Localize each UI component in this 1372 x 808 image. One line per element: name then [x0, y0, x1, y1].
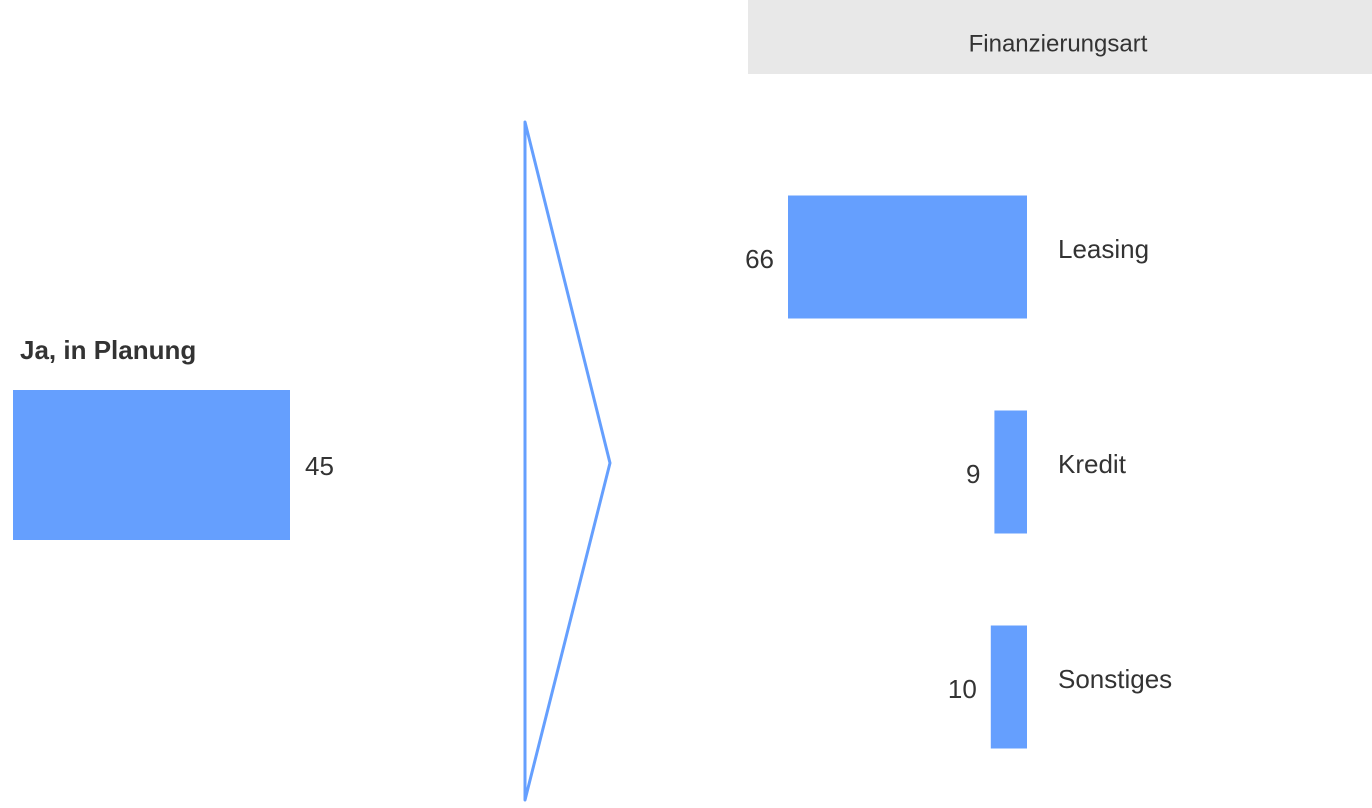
category-label: Sonstiges	[1058, 664, 1172, 694]
header-box	[748, 0, 1372, 74]
category-label: Kredit	[1058, 449, 1127, 479]
value-label: 66	[745, 244, 774, 274]
chart-title: Finanzierungsart	[969, 30, 1148, 57]
value-label: 10	[948, 674, 977, 704]
arrow-connector	[523, 120, 612, 802]
bar	[788, 195, 1027, 319]
value-label: 45	[305, 451, 334, 481]
bar	[990, 625, 1027, 749]
bar	[994, 410, 1027, 534]
category-label: Ja, in Planung	[20, 335, 196, 365]
value-label: 9	[966, 459, 980, 489]
bar	[13, 390, 290, 540]
category-label: Leasing	[1058, 234, 1149, 264]
